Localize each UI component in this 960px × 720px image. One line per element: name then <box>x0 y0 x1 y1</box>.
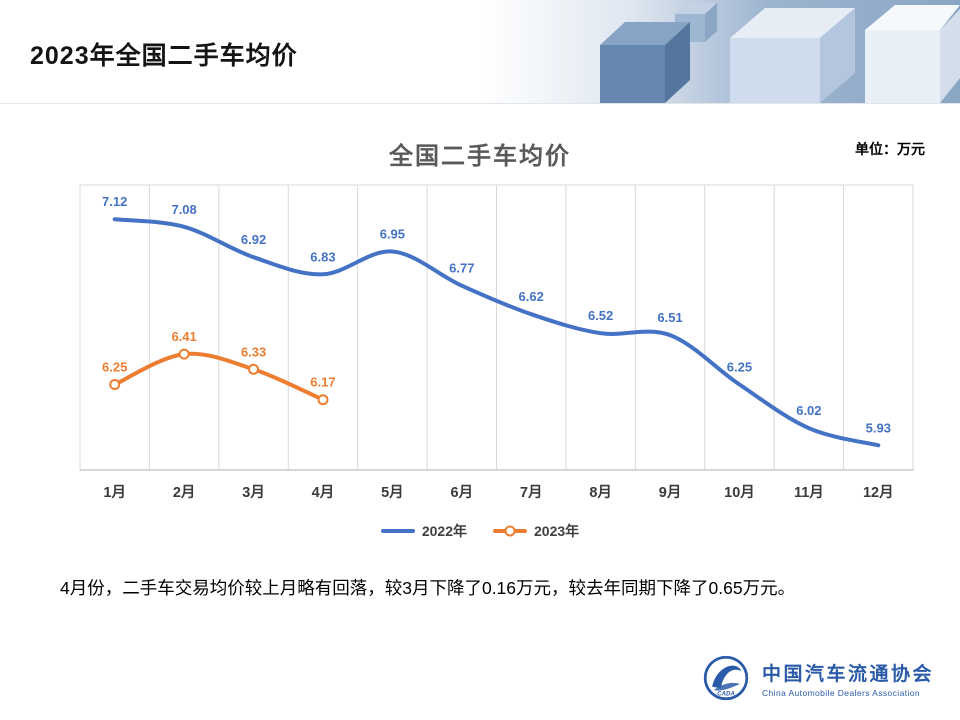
svg-text:CADA: CADA <box>717 691 734 697</box>
svg-text:3月: 3月 <box>242 484 265 501</box>
legend-label: 2022年 <box>421 523 467 539</box>
svg-text:6.77: 6.77 <box>449 261 474 276</box>
svg-text:7月: 7月 <box>520 484 543 501</box>
chart-legend: 2022年 2023年 <box>0 521 960 541</box>
slide-title: 2023年全国二手车均价 <box>30 42 298 70</box>
header-decoration-cubes <box>600 3 960 103</box>
svg-text:6.92: 6.92 <box>241 232 266 247</box>
svg-text:6.62: 6.62 <box>519 289 544 304</box>
svg-text:6月: 6月 <box>451 484 474 501</box>
svg-text:7.08: 7.08 <box>171 202 196 217</box>
summary-text: 4月份，二手车交易均价较上月略有回落，较3月下降了0.16万元，较去年同期下降了… <box>60 578 796 598</box>
svg-text:6.25: 6.25 <box>102 360 127 375</box>
svg-text:6.33: 6.33 <box>241 344 266 359</box>
legend-swatch <box>493 525 527 537</box>
svg-text:8月: 8月 <box>589 484 612 501</box>
svg-text:10月: 10月 <box>724 484 755 501</box>
svg-text:7.12: 7.12 <box>102 194 127 209</box>
legend-swatch <box>380 529 415 533</box>
unit-label: 单位：万元 <box>855 141 925 157</box>
svg-text:6.02: 6.02 <box>796 403 821 418</box>
svg-text:11月: 11月 <box>794 484 824 501</box>
cada-logo-icon: CADA <box>703 655 749 701</box>
legend-item-2022年: 2022年 <box>380 521 467 541</box>
svg-text:6.25: 6.25 <box>727 360 752 375</box>
svg-text:6.52: 6.52 <box>588 308 613 323</box>
svg-text:6.41: 6.41 <box>171 329 196 344</box>
svg-text:6.51: 6.51 <box>657 310 682 325</box>
logo-text: 中国汽车流通协会 China Automobile Dealers Associ… <box>762 659 934 698</box>
svg-text:9月: 9月 <box>659 484 682 501</box>
svg-text:1月: 1月 <box>103 484 126 501</box>
svg-text:6.17: 6.17 <box>310 375 335 390</box>
logo-name-cn: 中国汽车流通协会 <box>761 663 934 685</box>
logo: CADA 中国汽车流通协会 China Automobile Dealers A… <box>700 652 934 704</box>
svg-text:6.95: 6.95 <box>380 227 405 242</box>
slide-header: 2023年全国二手车均价 <box>0 0 960 104</box>
svg-text:6.83: 6.83 <box>310 249 335 264</box>
legend-label: 2023年 <box>534 523 580 539</box>
svg-text:5月: 5月 <box>381 484 404 501</box>
svg-text:4月: 4月 <box>312 484 335 501</box>
chart-title: 全国二手车均价 <box>389 143 571 170</box>
svg-text:5.93: 5.93 <box>866 420 891 435</box>
legend-item-2023年: 2023年 <box>493 521 579 541</box>
logo-name-en: China Automobile Dealers Association <box>761 687 921 698</box>
svg-text:12月: 12月 <box>863 484 894 501</box>
svg-text:2月: 2月 <box>173 484 196 501</box>
